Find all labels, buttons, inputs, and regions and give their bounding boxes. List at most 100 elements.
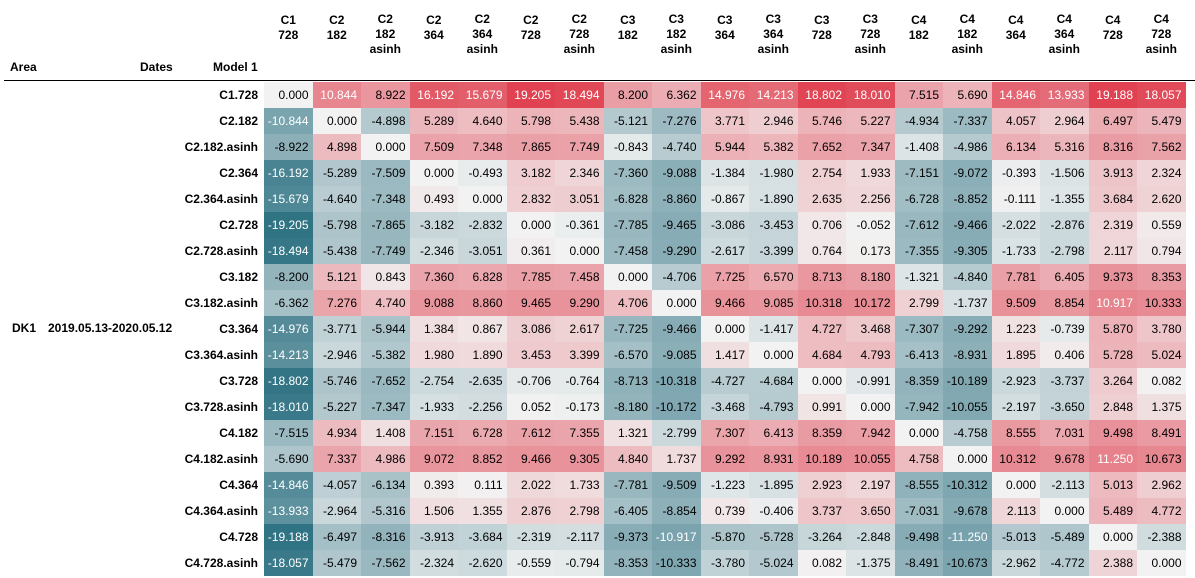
table-cell: -2.197 — [991, 394, 1040, 420]
table-cell: 9.088 — [409, 290, 458, 316]
table-cell: 7.355 — [555, 420, 604, 446]
table-cell: 0.739 — [700, 498, 749, 524]
table-cell: 6.828 — [458, 264, 507, 290]
table-cell: -5.944 — [361, 316, 410, 342]
table-cell: -5.121 — [603, 108, 652, 134]
table-cell: 3.182 — [506, 160, 555, 186]
table-cell: 9.290 — [555, 290, 604, 316]
table-cell: -1.417 — [749, 316, 798, 342]
row-label: C2.182 — [219, 114, 258, 128]
table-cell: -7.785 — [603, 212, 652, 238]
table-cell: 0.000 — [506, 212, 555, 238]
table-cell: 13.933 — [1040, 82, 1089, 108]
table-cell: -7.781 — [603, 472, 652, 498]
table-cell: -2.113 — [1040, 472, 1089, 498]
table-cell: -14.846 — [264, 472, 313, 498]
column-header: C3 364 — [702, 13, 749, 43]
table-cell: 7.509 — [409, 134, 458, 160]
table-cell: 0.000 — [797, 368, 846, 394]
column-header: C4 364 asinh — [1041, 12, 1088, 57]
table-cell: -2.346 — [409, 238, 458, 264]
column-header: C3 364 asinh — [750, 12, 797, 57]
table-cell: 10.333 — [1137, 290, 1186, 316]
table-cell: 8.922 — [361, 82, 410, 108]
table-cell: -8.555 — [894, 472, 943, 498]
table-cell: 0.000 — [1137, 550, 1186, 576]
table-cell: -19.205 — [264, 212, 313, 238]
table-cell: 8.860 — [458, 290, 507, 316]
table-cell: 0.000 — [603, 264, 652, 290]
table-cell: -3.453 — [749, 212, 798, 238]
column-header-line: C3 — [717, 13, 733, 27]
table-cell: -0.764 — [555, 368, 604, 394]
table-cell: 9.466 — [506, 446, 555, 472]
table-cell: -0.493 — [458, 160, 507, 186]
column-header-line: 182 — [375, 27, 396, 41]
table-cell: 18.494 — [555, 82, 604, 108]
table-cell: 4.986 — [361, 446, 410, 472]
table-cell: 11.250 — [1088, 446, 1137, 472]
table-cell: 7.652 — [797, 134, 846, 160]
table-cell: 5.227 — [846, 108, 895, 134]
table-cell: 2.635 — [797, 186, 846, 212]
column-header-line: C4 — [911, 13, 927, 27]
table-cell: -7.276 — [652, 108, 701, 134]
row-label: C4.182.asinh — [184, 452, 258, 466]
column-header-line: C2 — [329, 13, 345, 27]
table-cell: -10.055 — [943, 394, 992, 420]
table-cell: -5.024 — [749, 550, 798, 576]
table-cell: 9.678 — [1040, 446, 1089, 472]
table-cell: 0.173 — [846, 238, 895, 264]
table-cell: 7.031 — [1040, 420, 1089, 446]
table-cell: -10.318 — [652, 368, 701, 394]
table-cell: 4.898 — [312, 134, 361, 160]
table-cell: 3.086 — [506, 316, 555, 342]
table-cell: -1.733 — [991, 238, 1040, 264]
table-cell: 18.057 — [1137, 82, 1186, 108]
table-cell: 4.934 — [312, 420, 361, 446]
table-cell: -9.373 — [603, 524, 652, 550]
table-cell: 8.852 — [458, 446, 507, 472]
table-cell: -3.650 — [1040, 394, 1089, 420]
column-header: C2 182 — [314, 13, 361, 43]
row-label: C3.364 — [219, 322, 258, 336]
table-cell: 1.223 — [991, 316, 1040, 342]
table-cell: 18.010 — [846, 82, 895, 108]
table-cell: -7.749 — [361, 238, 410, 264]
table-cell: -2.848 — [846, 524, 895, 550]
table-cell: 2.256 — [846, 186, 895, 212]
table-cell: 4.640 — [458, 108, 507, 134]
table-cell: -3.737 — [1040, 368, 1089, 394]
table-cell: 7.276 — [312, 290, 361, 316]
column-header-line: C4 — [1008, 13, 1024, 27]
table-cell: 7.749 — [555, 134, 604, 160]
table-cell: -9.466 — [943, 212, 992, 238]
table-cell: 1.980 — [409, 342, 458, 368]
column-header: C3 728 — [799, 13, 846, 43]
row-label: C4.364.asinh — [184, 504, 258, 518]
table-cell: 0.082 — [1137, 368, 1186, 394]
column-header-line: C2 — [426, 13, 442, 27]
table-cell: 0.991 — [797, 394, 846, 420]
table-cell: 19.188 — [1088, 82, 1137, 108]
table-cell: 0.000 — [361, 134, 410, 160]
column-header-line: C1 — [280, 13, 296, 27]
table-cell: -3.468 — [700, 394, 749, 420]
column-header: C3 728 asinh — [847, 12, 894, 57]
table-cell: 6.134 — [991, 134, 1040, 160]
table-cell: 1.375 — [1137, 394, 1186, 420]
table-cell: 14.846 — [991, 82, 1040, 108]
table-cell: 3.399 — [555, 342, 604, 368]
table-cell: 2.346 — [555, 160, 604, 186]
column-header: C3 182 asinh — [653, 12, 700, 57]
table-cell: -8.200 — [264, 264, 313, 290]
column-header-line: 728 — [520, 28, 541, 42]
table-cell: 1.506 — [409, 498, 458, 524]
column-header: C4 364 — [993, 13, 1040, 43]
table-cell: 0.000 — [700, 316, 749, 342]
table-cell: 6.728 — [458, 420, 507, 446]
table-cell: 7.307 — [700, 420, 749, 446]
table-cell: -10.189 — [943, 368, 992, 394]
table-cell: 7.562 — [1137, 134, 1186, 160]
table-cell: -7.360 — [603, 160, 652, 186]
